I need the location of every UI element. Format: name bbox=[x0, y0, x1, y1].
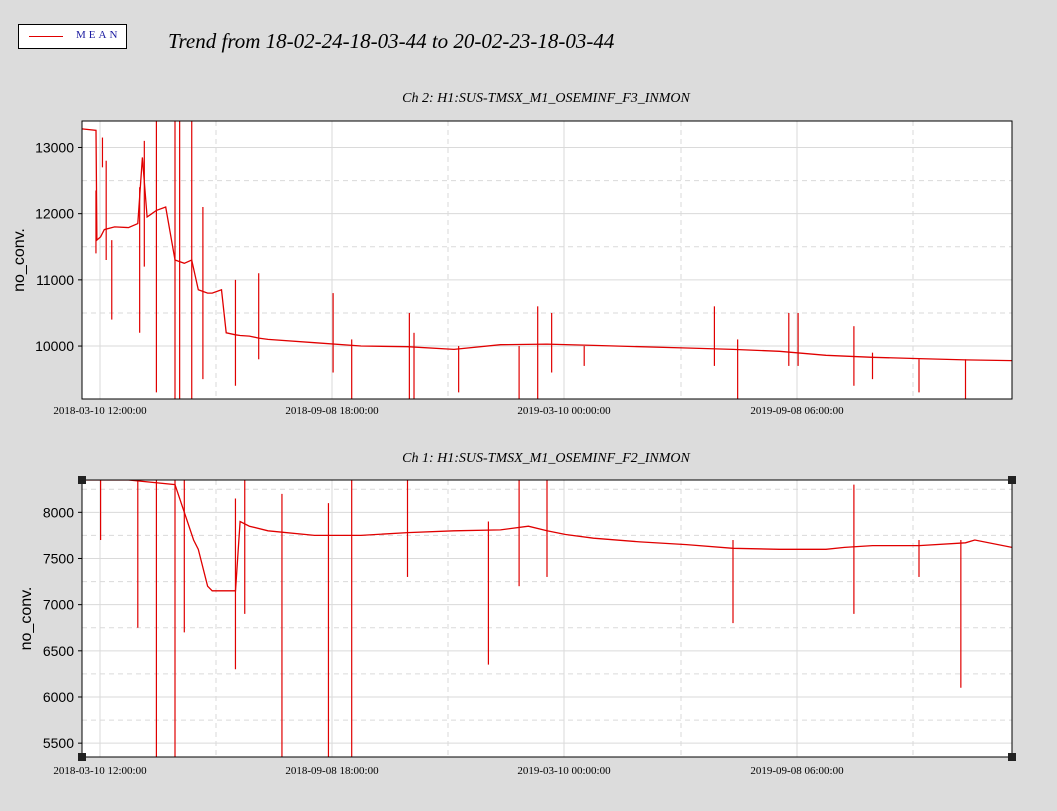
y-tick-label: 6500 bbox=[43, 643, 74, 659]
y-tick-label: 7500 bbox=[43, 550, 74, 566]
x-tick-label: 2019-03-10 00:00:00 bbox=[517, 405, 611, 417]
y-tick-label: 11000 bbox=[36, 272, 74, 288]
x-tick-label: 2018-03-10 12:00:00 bbox=[53, 405, 147, 417]
chart-main-title: Trend from 18-02-24-18-03-44 to 20-02-23… bbox=[168, 29, 615, 53]
y-tick-label: 10000 bbox=[35, 338, 74, 354]
y-axis-label: no_conv. bbox=[11, 228, 28, 292]
subplot-title: Ch 2: H1:SUS-TMSX_M1_OSEMINF_F3_INMON bbox=[402, 91, 690, 106]
trace-line-mean bbox=[82, 128, 1012, 362]
selection-handle bbox=[1008, 753, 1016, 761]
x-tick-label: 2018-09-08 18:00:00 bbox=[285, 405, 379, 417]
x-tick-label: 2018-09-08 18:00:00 bbox=[285, 765, 379, 777]
x-tick-label: 2019-09-08 06:00:00 bbox=[750, 405, 844, 417]
legend-label: MEAN bbox=[76, 29, 121, 41]
spike-group bbox=[99, 480, 962, 757]
plot-frame bbox=[81, 479, 1013, 758]
chart-2: 5500 6000 6500 7000 7500 8000 Ch 1: H1:SUS-TMS… bbox=[18, 451, 1016, 777]
selection-handle bbox=[78, 753, 86, 761]
y-tick-label: 6000 bbox=[43, 689, 74, 705]
x-tick-label: 2019-03-10 00:00:00 bbox=[517, 765, 611, 777]
y-tick-label: 7000 bbox=[43, 597, 74, 613]
y-tick-label: 13000 bbox=[35, 139, 74, 155]
trace-line-mean bbox=[82, 480, 1012, 592]
selection-handle bbox=[78, 476, 86, 484]
chart-1: 10000 11000 12000 13000 Ch 2: H1:SUS-TMSX_M1… bbox=[11, 91, 1013, 417]
subplot-title: Ch 1: H1:SUS-TMSX_M1_OSEMINF_F2_INMON bbox=[402, 451, 690, 466]
legend-swatch bbox=[29, 36, 63, 37]
plot-area bbox=[82, 121, 1012, 399]
plot-frame bbox=[81, 120, 1013, 400]
y-tick-label: 8000 bbox=[43, 504, 74, 520]
y-tick-label: 5500 bbox=[43, 735, 74, 751]
x-tick-label: 2018-03-10 12:00:00 bbox=[53, 765, 147, 777]
selection-handle bbox=[1008, 476, 1016, 484]
legend-box: MEAN bbox=[18, 24, 127, 49]
y-axis-label: no_conv. bbox=[18, 587, 35, 651]
x-tick-label: 2019-09-08 06:00:00 bbox=[750, 765, 844, 777]
y-tick-label: 12000 bbox=[35, 206, 74, 222]
